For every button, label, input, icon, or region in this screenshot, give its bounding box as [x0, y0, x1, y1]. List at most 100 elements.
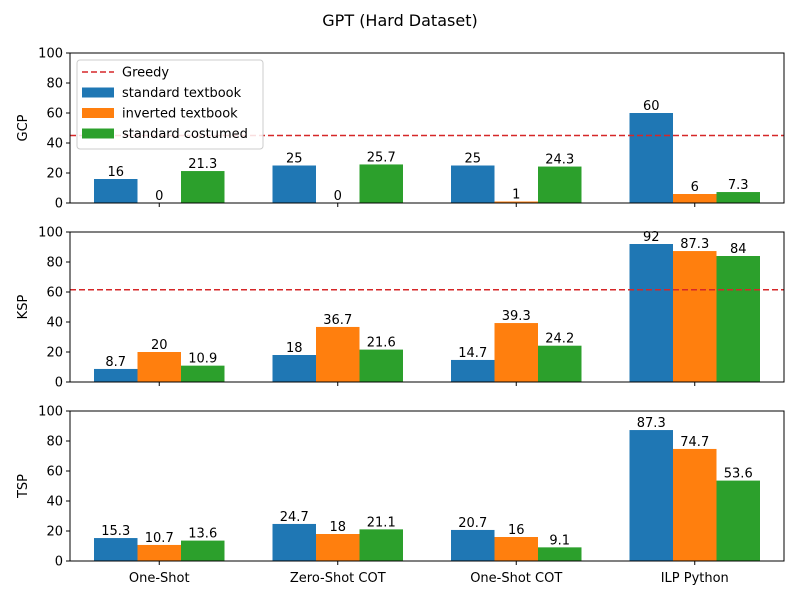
figure-title: GPT (Hard Dataset) [322, 11, 477, 30]
bar [538, 547, 582, 561]
data-label: 15.3 [101, 524, 130, 539]
y-tick-label: 20 [46, 525, 63, 540]
data-label: 21.1 [367, 515, 396, 530]
data-label: 0 [334, 189, 342, 204]
panel-ksp: 0 20 40 60 80 100 KSP 8.7 18 14.7 92 20 36.7 39.3 87.3… [16, 226, 785, 391]
bar [359, 349, 403, 382]
y-axis-label: GCP [16, 114, 31, 141]
y-tick-label: 40 [46, 137, 63, 152]
data-label: 25 [464, 152, 481, 167]
data-label: 20 [151, 338, 168, 353]
legend-label: Greedy [122, 66, 169, 81]
x-tick-label: Zero-Shot COT [290, 571, 386, 586]
bar [673, 448, 717, 561]
y-tick-label: 60 [46, 107, 63, 122]
data-label: 25.7 [367, 150, 396, 165]
legend-swatch [82, 128, 114, 139]
bar [451, 359, 495, 382]
data-label: 24.7 [280, 510, 309, 525]
y-tick-label: 80 [46, 256, 63, 271]
y-tick-label: 100 [38, 226, 63, 241]
bar [451, 165, 495, 203]
y-axis-label: TSP [16, 474, 31, 499]
data-label: 7.3 [728, 178, 749, 193]
data-label: 60 [643, 99, 660, 114]
y-tick-label: 40 [46, 316, 63, 331]
y-tick-label: 40 [46, 495, 63, 510]
legend-swatch [82, 108, 114, 118]
bar [94, 538, 138, 561]
bar [716, 256, 760, 382]
bar [494, 323, 538, 382]
bar [629, 430, 673, 561]
data-label: 9.1 [549, 533, 570, 548]
data-label: 39.3 [502, 309, 531, 324]
data-label: 74.7 [680, 435, 709, 450]
data-label: 36.7 [323, 313, 352, 328]
bar [272, 355, 316, 382]
bar [359, 164, 403, 203]
bar [629, 244, 673, 382]
bar [137, 352, 181, 382]
y-tick-label: 60 [46, 286, 63, 301]
bar [181, 365, 225, 382]
x-tick-label: ILP Python [661, 571, 729, 586]
bar [673, 251, 717, 382]
data-label: 6 [691, 180, 699, 195]
data-label: 13.6 [188, 527, 217, 542]
legend-label: standard costumed [122, 127, 248, 142]
data-label: 8.7 [105, 355, 126, 370]
x-tick-label: One-Shot COT [470, 571, 562, 586]
data-label: 1 [512, 188, 520, 203]
bar [272, 523, 316, 561]
y-tick-label: 100 [38, 47, 63, 62]
bar [359, 529, 403, 561]
bar [137, 544, 181, 561]
legend-label: inverted textbook [122, 107, 238, 122]
axes-frame [69, 52, 785, 204]
y-tick-label: 0 [55, 197, 63, 212]
y-tick-label: 0 [55, 555, 63, 570]
data-label: 92 [643, 230, 660, 245]
y-tick-label: 60 [46, 465, 63, 480]
bar [181, 171, 225, 203]
bar [538, 345, 582, 382]
legend-swatch [82, 87, 114, 98]
bar [716, 480, 760, 561]
panel-tsp: 0 20 40 60 80 100 TSP 15.3 24.7 20.7 87.3 10.7 18 16 7… [16, 405, 785, 586]
data-label: 18 [329, 520, 346, 535]
axes-frame [69, 410, 785, 562]
bar [629, 113, 673, 203]
legend: Greedy standard textbook inverted textbook… [76, 59, 264, 150]
data-label: 87.3 [637, 416, 666, 431]
data-label: 53.6 [724, 467, 753, 482]
legend-box [76, 59, 264, 150]
bar [451, 529, 495, 561]
y-tick-label: 20 [46, 346, 63, 361]
bar [316, 534, 360, 561]
data-label: 25 [286, 152, 303, 167]
axes-frame [69, 231, 785, 383]
y-axis-label: KSP [16, 295, 31, 320]
data-label: 10.7 [145, 531, 174, 546]
y-tick-label: 20 [46, 167, 63, 182]
bar [538, 166, 582, 203]
data-label: 0 [155, 189, 163, 204]
y-tick-label: 0 [55, 376, 63, 391]
y-tick-label: 100 [38, 405, 63, 420]
data-label: 87.3 [680, 237, 709, 252]
data-label: 20.7 [458, 516, 487, 531]
bar [494, 201, 538, 203]
bar [272, 165, 316, 203]
data-label: 24.3 [545, 153, 574, 168]
data-label: 14.7 [458, 346, 487, 361]
data-label: 18 [286, 341, 303, 356]
x-tick-label: One-Shot [129, 571, 190, 586]
bar [181, 540, 225, 561]
bar [94, 179, 138, 203]
data-label: 24.2 [545, 332, 574, 347]
bar [673, 194, 717, 203]
